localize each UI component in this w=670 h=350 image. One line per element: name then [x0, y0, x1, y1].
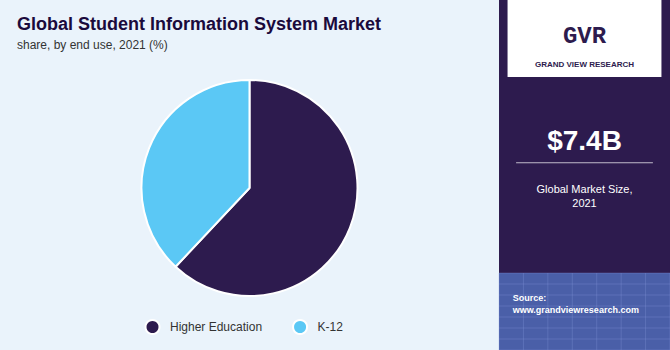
svg-text:Higher Education: Higher Education [170, 320, 262, 334]
svg-text:Global Student Information Sys: Global Student Information System Market [17, 14, 381, 34]
svg-text:GVR: GVR [563, 23, 607, 50]
svg-text:share, by end use, 2021 (%): share, by end use, 2021 (%) [17, 38, 168, 52]
svg-text:$7.4B: $7.4B [547, 125, 622, 156]
svg-text:2021: 2021 [572, 197, 596, 209]
svg-text:Source:: Source: [513, 293, 547, 303]
svg-text:Global Market Size,: Global Market Size, [537, 183, 633, 195]
svg-text:www.grandviewresearch.com: www.grandviewresearch.com [512, 305, 639, 315]
svg-text:K-12: K-12 [318, 320, 344, 334]
svg-text:GRAND VIEW RESEARCH: GRAND VIEW RESEARCH [535, 60, 634, 69]
